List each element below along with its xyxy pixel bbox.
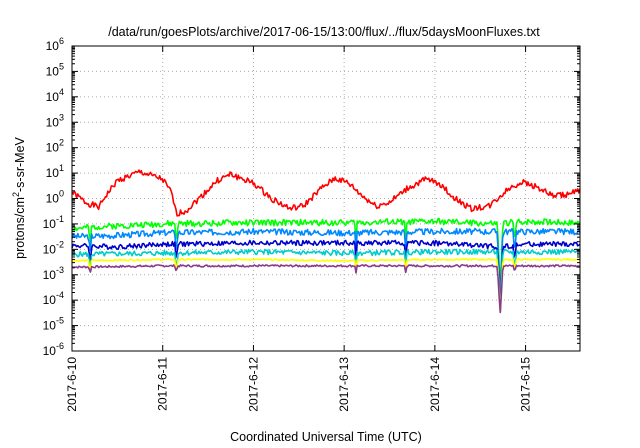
series-line-6 [71,258,581,313]
series-line-7 [71,264,581,314]
y-tick-label: 100 [46,189,64,206]
series-line-4 [71,239,581,304]
chart-title: /data/run/goesPlots/archive/2017-06-15/1… [108,25,540,39]
chart-grid [72,46,580,351]
y-tick-label: 102 [46,138,64,155]
y-axis-label: protons/cm2-s-sr-MeV [11,136,27,258]
x-tick-label: 2017-6-15 [519,357,533,412]
y-axis-label-sup: 2 [11,192,21,197]
y-axis-label-prefix: protons/cm [13,197,27,259]
y-tick-label: 106 [46,36,64,53]
y-axis-label-suffix: -s-sr-MeV [13,136,27,192]
x-tick-label: 2017-6-11 [156,357,170,411]
y-tick-label: 104 [46,87,64,104]
chart-series [71,169,581,314]
series-line-2 [71,217,581,286]
y-axis-ticks: 10-6 10-5 10-4 10-3 10-2 10-1 100 101 102 103 104 1… [43,36,580,358]
y-tick-label: 10-4 [43,290,64,307]
series-line-3 [71,227,581,295]
y-tick-label: 10-3 [43,265,64,282]
series-line-1 [71,169,581,217]
x-tick-label: 2017-6-10 [65,357,79,412]
x-tick-label: 2017-6-12 [246,357,260,412]
y-tick-label: 10-2 [43,239,64,256]
y-tick-label: 101 [46,163,64,180]
y-tick-label: 10-6 [43,341,64,358]
y-tick-label: 103 [46,112,64,129]
series-line-5 [71,248,581,313]
x-axis-ticks: 2017-6-10 2017-6-11 2017-6-12 2017-6-13 2017… [65,46,533,412]
x-tick-label: 2017-6-14 [428,357,442,412]
x-axis-label: Coordinated Universal Time (UTC) [230,430,422,444]
y-tick-label: 10-1 [43,214,64,231]
y-tick-label: 105 [46,61,64,78]
y-tick-label: 10-5 [43,316,64,333]
x-tick-label: 2017-6-13 [337,357,351,412]
